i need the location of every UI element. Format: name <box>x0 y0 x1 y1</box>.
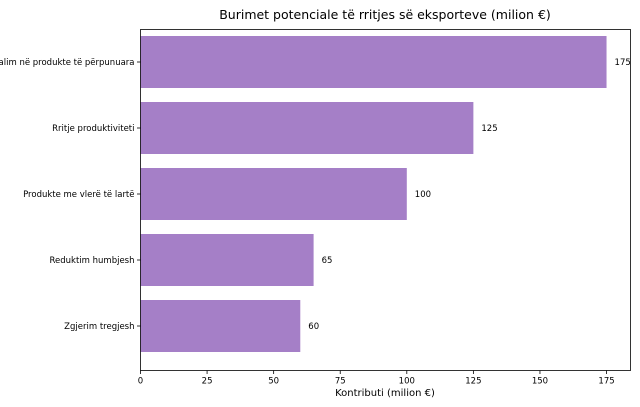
x-tick-label: 75 <box>335 377 346 387</box>
bar <box>140 234 314 286</box>
chart-title: Burimet potenciale të rritjes së eksport… <box>219 7 551 22</box>
category-label: Produkte me vlerë të lartë <box>23 190 134 200</box>
plot-area: Kalim në produkte të përpunuara 175 Rritje… <box>0 36 631 387</box>
x-tick-label: 25 <box>202 377 213 387</box>
bar-value-label: 175 <box>615 58 631 68</box>
bar-value-label: 60 <box>308 322 319 332</box>
category-label: Rritje produktiviteti <box>52 124 134 134</box>
x-tick-label: 125 <box>465 377 481 387</box>
bar-value-label: 100 <box>415 190 431 200</box>
bar-value-label: 125 <box>481 124 497 134</box>
bar <box>140 102 474 154</box>
category-label: Reduktim humbjesh <box>50 256 135 266</box>
bar-value-label: 65 <box>322 256 333 266</box>
bar <box>140 36 607 88</box>
x-tick-label: 150 <box>532 377 548 387</box>
x-axis-label: Kontributi (milion €) <box>335 388 435 399</box>
plot-frame <box>140 29 631 371</box>
x-tick-label: 50 <box>268 377 279 387</box>
category-label: Zgjerim tregjesh <box>64 322 134 332</box>
category-label: Kalim në produkte të përpunuara <box>0 58 135 68</box>
x-tick-label: 175 <box>598 377 614 387</box>
bar <box>140 300 301 352</box>
x-tick-label: 0 <box>138 377 143 387</box>
x-tick-label: 100 <box>399 377 415 387</box>
bar <box>140 168 407 220</box>
